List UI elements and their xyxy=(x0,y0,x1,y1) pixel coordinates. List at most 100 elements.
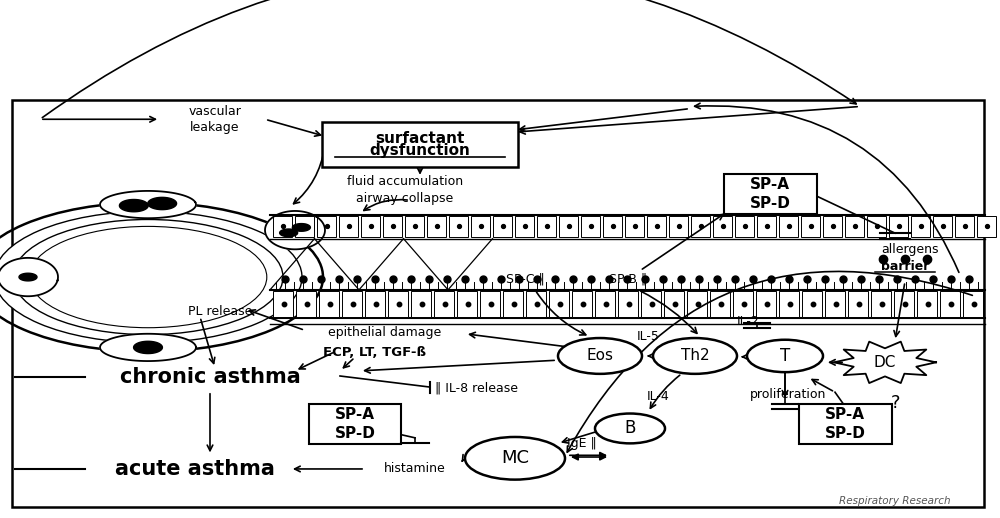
FancyBboxPatch shape xyxy=(295,217,314,237)
FancyBboxPatch shape xyxy=(779,291,799,316)
Text: Eos: Eos xyxy=(586,349,614,364)
FancyBboxPatch shape xyxy=(365,291,385,316)
Polygon shape xyxy=(292,224,310,231)
FancyBboxPatch shape xyxy=(977,217,996,237)
FancyBboxPatch shape xyxy=(757,217,776,237)
FancyBboxPatch shape xyxy=(308,405,401,444)
FancyBboxPatch shape xyxy=(940,291,960,316)
FancyBboxPatch shape xyxy=(894,291,914,316)
Text: ECP, LT, TGF-ß: ECP, LT, TGF-ß xyxy=(323,346,427,359)
FancyBboxPatch shape xyxy=(955,217,974,237)
FancyBboxPatch shape xyxy=(713,217,732,237)
Text: IgE ‖: IgE ‖ xyxy=(567,437,597,450)
FancyBboxPatch shape xyxy=(273,291,293,316)
FancyBboxPatch shape xyxy=(493,217,512,237)
Text: dysfunction: dysfunction xyxy=(370,143,470,159)
Text: barrier: barrier xyxy=(881,260,929,273)
Text: SP-B ‖: SP-B ‖ xyxy=(609,272,647,286)
FancyBboxPatch shape xyxy=(669,217,688,237)
Text: surfactant: surfactant xyxy=(375,131,465,146)
Text: PL release: PL release xyxy=(188,305,252,318)
FancyBboxPatch shape xyxy=(383,217,402,237)
FancyBboxPatch shape xyxy=(823,217,842,237)
FancyBboxPatch shape xyxy=(871,291,891,316)
FancyBboxPatch shape xyxy=(933,217,952,237)
FancyBboxPatch shape xyxy=(361,217,380,237)
Text: ?: ? xyxy=(890,394,900,412)
FancyBboxPatch shape xyxy=(434,291,454,316)
Polygon shape xyxy=(19,273,37,281)
FancyBboxPatch shape xyxy=(687,291,707,316)
Circle shape xyxy=(465,437,565,480)
Circle shape xyxy=(558,338,642,374)
Text: fluid accumulation
airway collapse: fluid accumulation airway collapse xyxy=(347,175,463,205)
Text: Respiratory Research: Respiratory Research xyxy=(839,496,951,506)
FancyBboxPatch shape xyxy=(317,217,336,237)
FancyBboxPatch shape xyxy=(572,291,592,316)
Text: vascular
leakage: vascular leakage xyxy=(189,105,241,134)
Polygon shape xyxy=(100,191,196,218)
FancyBboxPatch shape xyxy=(802,291,822,316)
Text: IL-2: IL-2 xyxy=(737,315,759,328)
Text: SP-A
SP-D: SP-A SP-D xyxy=(335,407,375,441)
FancyBboxPatch shape xyxy=(537,217,556,237)
FancyBboxPatch shape xyxy=(549,291,569,316)
FancyBboxPatch shape xyxy=(779,217,798,237)
Text: DC: DC xyxy=(874,355,896,370)
FancyBboxPatch shape xyxy=(756,291,776,316)
Polygon shape xyxy=(134,341,162,354)
Polygon shape xyxy=(265,211,325,249)
Text: histamine: histamine xyxy=(384,463,446,476)
Polygon shape xyxy=(280,229,298,237)
FancyBboxPatch shape xyxy=(724,174,816,214)
FancyBboxPatch shape xyxy=(342,291,362,316)
FancyBboxPatch shape xyxy=(618,291,638,316)
Polygon shape xyxy=(834,342,936,383)
FancyBboxPatch shape xyxy=(710,291,730,316)
Circle shape xyxy=(595,413,665,443)
Text: allergens: allergens xyxy=(881,243,939,256)
FancyBboxPatch shape xyxy=(735,217,754,237)
FancyBboxPatch shape xyxy=(825,291,845,316)
FancyBboxPatch shape xyxy=(733,291,753,316)
FancyBboxPatch shape xyxy=(867,217,886,237)
FancyBboxPatch shape xyxy=(559,217,578,237)
FancyBboxPatch shape xyxy=(339,217,358,237)
Text: ‖ IL-8 release: ‖ IL-8 release xyxy=(435,381,518,394)
Text: B: B xyxy=(624,420,636,437)
FancyBboxPatch shape xyxy=(405,217,424,237)
Text: SP-A
SP-D: SP-A SP-D xyxy=(825,407,865,441)
Text: IL-5: IL-5 xyxy=(637,330,659,343)
Polygon shape xyxy=(148,197,177,210)
Text: IL-4: IL-4 xyxy=(647,390,669,403)
FancyBboxPatch shape xyxy=(664,291,684,316)
FancyBboxPatch shape xyxy=(273,217,292,237)
FancyBboxPatch shape xyxy=(848,291,868,316)
Text: acute asthma: acute asthma xyxy=(115,459,275,479)
FancyBboxPatch shape xyxy=(388,291,408,316)
Text: T: T xyxy=(780,347,790,365)
FancyBboxPatch shape xyxy=(322,122,518,167)
FancyBboxPatch shape xyxy=(319,291,339,316)
FancyBboxPatch shape xyxy=(801,217,820,237)
FancyBboxPatch shape xyxy=(625,217,644,237)
Circle shape xyxy=(0,211,302,343)
FancyBboxPatch shape xyxy=(471,217,490,237)
FancyBboxPatch shape xyxy=(911,217,930,237)
FancyBboxPatch shape xyxy=(449,217,468,237)
FancyBboxPatch shape xyxy=(480,291,500,316)
FancyBboxPatch shape xyxy=(603,217,622,237)
Text: MC: MC xyxy=(501,449,529,467)
FancyBboxPatch shape xyxy=(889,217,908,237)
FancyBboxPatch shape xyxy=(457,291,477,316)
FancyBboxPatch shape xyxy=(845,217,864,237)
Text: proliferation: proliferation xyxy=(750,388,826,401)
Circle shape xyxy=(747,340,823,372)
FancyBboxPatch shape xyxy=(411,291,431,316)
FancyBboxPatch shape xyxy=(917,291,937,316)
Polygon shape xyxy=(0,258,58,296)
Polygon shape xyxy=(100,334,196,361)
FancyBboxPatch shape xyxy=(691,217,710,237)
FancyBboxPatch shape xyxy=(581,217,600,237)
Text: Th2: Th2 xyxy=(681,349,709,364)
